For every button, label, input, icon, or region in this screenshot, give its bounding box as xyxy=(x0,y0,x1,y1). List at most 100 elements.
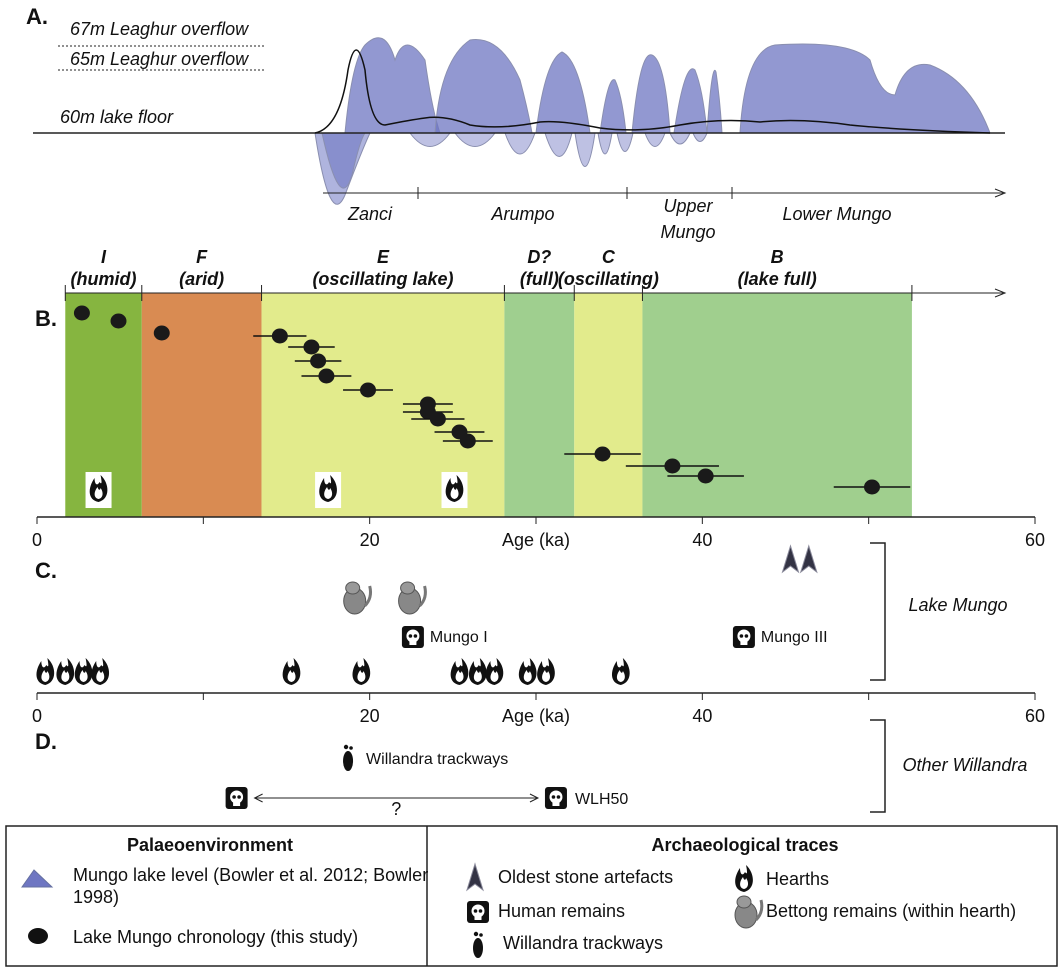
bettong-tail xyxy=(365,586,371,606)
level-label: 60m lake floor xyxy=(60,107,174,127)
skull-eye xyxy=(232,795,236,799)
zone-code: C xyxy=(602,247,616,267)
point xyxy=(272,329,288,344)
site-label: Other Willandra xyxy=(903,755,1028,775)
human-remains xyxy=(226,787,248,809)
x-axis-label: Age (ka) xyxy=(502,706,570,726)
legend-title: Archaeological traces xyxy=(651,835,838,855)
legend-text: Human remains xyxy=(498,901,625,921)
hearth xyxy=(486,658,504,685)
remains-label: Mungo I xyxy=(430,629,488,646)
skull-jaw xyxy=(233,802,240,806)
zone-code: E xyxy=(377,247,390,267)
bettong-head xyxy=(346,582,360,594)
hearth xyxy=(519,658,537,685)
zone-desc: (oscillating) xyxy=(558,269,659,289)
toe xyxy=(474,932,478,936)
hearth xyxy=(441,472,467,508)
stone-artefact xyxy=(801,546,817,572)
bettong-head xyxy=(737,896,751,908)
level-label: 67m Leaghur overflow xyxy=(70,19,249,39)
hearth xyxy=(315,472,341,508)
legend-text: Hearths xyxy=(766,869,829,889)
bettong-tail xyxy=(420,586,426,606)
footprint xyxy=(473,938,483,958)
human-remains xyxy=(402,626,424,648)
skull xyxy=(472,905,485,918)
legend-title: Palaeoenvironment xyxy=(127,835,293,855)
x-tick-label: 0 xyxy=(32,530,42,550)
zone-code: D? xyxy=(527,247,551,267)
skull-eye xyxy=(474,909,478,913)
trackway-label: Willandra trackways xyxy=(366,751,508,768)
point xyxy=(360,383,376,398)
level-label: 65m Leaghur overflow xyxy=(70,49,249,69)
hearth xyxy=(91,658,109,685)
panel-label: B. xyxy=(35,306,57,331)
zone-code: B xyxy=(771,247,784,267)
stone-artefact xyxy=(801,546,817,572)
x-tick-label: 40 xyxy=(692,530,712,550)
hearth xyxy=(612,658,630,685)
period-label: UpperMungo xyxy=(660,196,715,242)
chart: A. 67m Leaghur overflow 65m Leaghur over… xyxy=(0,0,1063,971)
legend-icon xyxy=(735,865,753,892)
zone-desc: (lake full) xyxy=(738,269,817,289)
site-label: Lake Mungo xyxy=(908,595,1007,615)
zone-code: I xyxy=(101,247,107,267)
remains-label: Mungo III xyxy=(761,629,828,646)
human-remains xyxy=(733,626,755,648)
skull-jaw xyxy=(552,802,559,806)
zone-desc: (full) xyxy=(520,269,559,289)
hearth xyxy=(86,472,112,508)
point xyxy=(864,480,880,495)
stone-artefact xyxy=(782,546,798,572)
toe xyxy=(344,745,348,749)
bettong-head xyxy=(401,582,415,594)
hearth xyxy=(353,658,371,685)
toe xyxy=(479,933,483,937)
period-label: Arumpo xyxy=(490,204,554,224)
hearth xyxy=(451,658,469,685)
footprint xyxy=(343,751,353,771)
skull-eye xyxy=(237,795,241,799)
hearth xyxy=(56,658,74,685)
point xyxy=(310,354,326,369)
bettong xyxy=(399,582,426,614)
skull-eye xyxy=(557,795,561,799)
x-tick-label: 40 xyxy=(692,706,712,726)
skull-eye xyxy=(745,634,749,638)
skull-jaw xyxy=(409,641,416,645)
legend-icon xyxy=(473,932,483,958)
lake-level xyxy=(315,38,990,205)
legend-swatch xyxy=(22,870,52,887)
zone xyxy=(504,293,574,517)
zone-desc: (arid) xyxy=(179,269,224,289)
toe xyxy=(349,746,353,750)
x-tick-label: 20 xyxy=(360,706,380,726)
x-tick-label: 20 xyxy=(360,530,380,550)
x-tick-label: 0 xyxy=(32,706,42,726)
hearth xyxy=(36,658,54,685)
stone-artefact xyxy=(782,546,798,572)
skull-eye xyxy=(552,795,556,799)
point xyxy=(664,459,680,474)
point xyxy=(74,306,90,321)
point xyxy=(460,434,476,449)
remains-label: WLH50 xyxy=(575,791,628,808)
zone xyxy=(262,293,505,517)
skull xyxy=(230,791,243,804)
point xyxy=(154,326,170,341)
bettong xyxy=(344,582,371,614)
range-label: ? xyxy=(391,799,401,819)
skull xyxy=(737,630,750,643)
skull-eye xyxy=(414,634,418,638)
x-tick-label: 60 xyxy=(1025,530,1045,550)
stone-artefact xyxy=(467,864,483,890)
x-axis-label: Age (ka) xyxy=(502,530,570,550)
zone-code: F xyxy=(196,247,208,267)
point xyxy=(595,447,611,462)
period-label: Lower Mungo xyxy=(782,204,891,224)
x-tick-label: 60 xyxy=(1025,706,1045,726)
legend-text: Lake Mungo chronology (this study) xyxy=(73,926,433,948)
